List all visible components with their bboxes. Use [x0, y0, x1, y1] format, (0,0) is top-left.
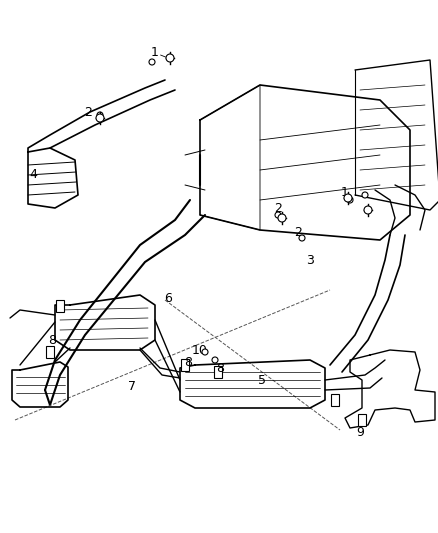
- Circle shape: [275, 212, 281, 218]
- Text: 7: 7: [128, 381, 136, 393]
- Circle shape: [149, 59, 155, 65]
- Text: 2: 2: [84, 107, 92, 119]
- Bar: [331, 394, 339, 406]
- Bar: [358, 414, 366, 426]
- Text: 1: 1: [341, 187, 349, 199]
- Bar: [56, 300, 64, 312]
- Text: 9: 9: [356, 425, 364, 439]
- Circle shape: [299, 235, 305, 241]
- Text: 8: 8: [48, 334, 56, 346]
- Circle shape: [202, 349, 208, 355]
- Circle shape: [212, 357, 218, 363]
- Circle shape: [167, 55, 173, 61]
- Circle shape: [347, 197, 353, 203]
- Text: 10: 10: [192, 343, 208, 357]
- Circle shape: [96, 114, 104, 122]
- Text: 6: 6: [164, 292, 172, 304]
- Text: 1: 1: [151, 45, 159, 59]
- Text: 4: 4: [29, 168, 37, 182]
- Circle shape: [97, 112, 103, 118]
- Circle shape: [344, 194, 352, 202]
- Bar: [181, 359, 189, 371]
- Bar: [214, 366, 222, 378]
- Circle shape: [166, 54, 174, 62]
- Text: 2: 2: [294, 225, 302, 238]
- Circle shape: [364, 206, 372, 214]
- Bar: [46, 346, 54, 358]
- Circle shape: [278, 214, 286, 222]
- Text: 2: 2: [274, 201, 282, 214]
- Text: 5: 5: [258, 374, 266, 386]
- Circle shape: [362, 192, 368, 198]
- Text: 8: 8: [216, 361, 224, 375]
- Text: 3: 3: [306, 254, 314, 266]
- Text: 8: 8: [184, 357, 192, 369]
